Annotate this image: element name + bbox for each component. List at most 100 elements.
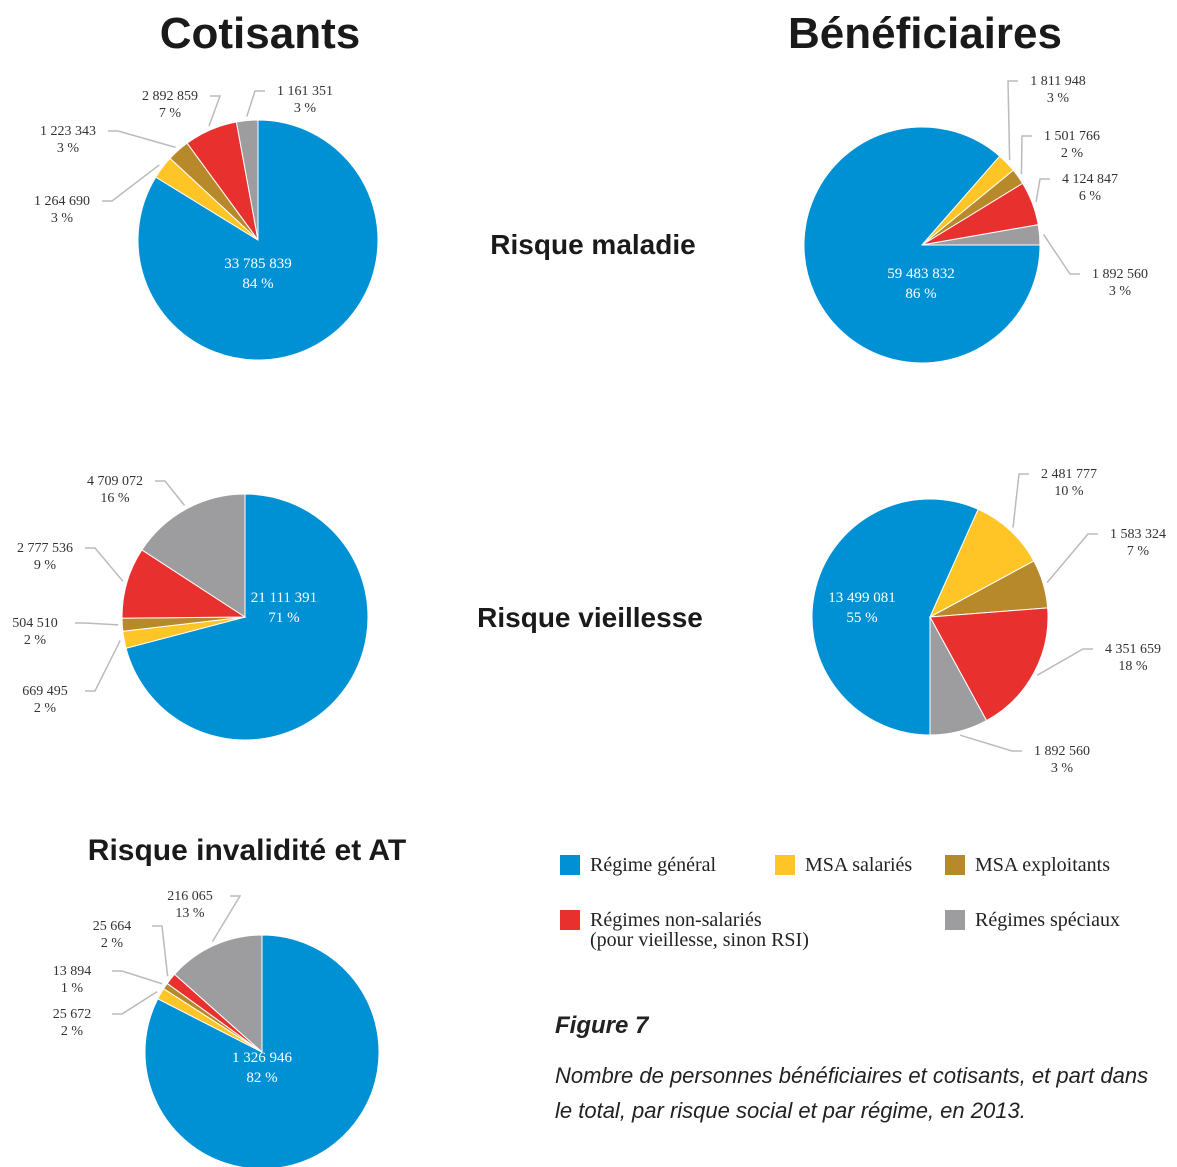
data-label: 1 892 560 3 % (1034, 744, 1090, 776)
data-label: 1 811 948 3 % (1030, 74, 1085, 106)
data-label: 13 499 081 55 % (828, 590, 896, 626)
data-label: 4 709 072 16 % (87, 474, 143, 506)
leader-line (1046, 533, 1098, 584)
value-label: 1 326 946 (232, 1050, 293, 1066)
value-label: 25 672 (53, 1007, 92, 1022)
data-label: 33 785 839 84 % (224, 256, 292, 292)
legend-swatch (560, 910, 580, 930)
pie-slice (928, 508, 1035, 619)
value-label: 13 894 (53, 964, 92, 979)
share-label: 13 % (175, 906, 205, 921)
data-label: 2 777 536 9 % (17, 541, 73, 573)
leader-line (85, 640, 121, 692)
share-label: 18 % (1118, 659, 1148, 674)
legend-label: Régimes non-salariés (pour vieillesse, s… (590, 909, 809, 951)
leader-line (75, 622, 119, 626)
value-label: 25 664 (93, 919, 132, 934)
leader-line (1007, 80, 1018, 161)
legend-swatch (945, 910, 965, 930)
share-label: 3 % (1109, 284, 1132, 299)
data-label: 216 065 13 % (167, 889, 213, 921)
leader-line (211, 895, 242, 943)
share-label: 3 % (294, 101, 317, 116)
value-label: 669 495 (22, 684, 68, 699)
data-label: 1 223 343 3 % (40, 124, 96, 156)
share-label: 10 % (1054, 484, 1084, 499)
heading: Bénéficiaires (788, 9, 1062, 58)
data-label: 21 111 391 71 % (251, 590, 317, 626)
leader-line (112, 991, 158, 1015)
leader-line (246, 90, 265, 117)
pie-slice (144, 934, 380, 1167)
value-label: 1 161 351 (277, 84, 333, 99)
share-label: 9 % (34, 558, 57, 573)
leader-line (108, 130, 176, 149)
leader-line (1020, 135, 1032, 175)
share-label: 2 % (61, 1024, 84, 1039)
figure-caption: Nombre de personnes bénéficiaires et cot… (555, 1063, 1149, 1123)
share-label: 86 % (905, 286, 936, 302)
share-label: 82 % (246, 1070, 277, 1086)
pie-slice (921, 224, 1041, 246)
value-label: 1 223 343 (40, 124, 96, 139)
share-label: 7 % (1127, 544, 1150, 559)
legend-swatch (945, 855, 965, 875)
legend-label: MSA salariés (805, 854, 913, 876)
leader-line (959, 734, 1022, 752)
leader-line (155, 480, 186, 506)
value-label: 13 499 081 (828, 590, 896, 606)
share-label: 7 % (159, 106, 182, 121)
value-label: 1 501 766 (1044, 129, 1100, 144)
data-label: 2 892 859 7 % (142, 89, 198, 121)
value-label: 1 892 560 (1092, 267, 1148, 282)
data-label: 1 326 946 82 % (232, 1050, 293, 1086)
value-label: 1 583 324 (1110, 527, 1166, 542)
value-label: 1 264 690 (34, 194, 90, 209)
legend-swatch (560, 855, 580, 875)
legend-item: MSA exploitants (945, 855, 1110, 875)
legend-label: Régimes spéciaux (975, 909, 1120, 931)
share-label: 84 % (242, 276, 273, 292)
pie-slice (173, 934, 263, 1054)
value-label: 4 351 659 (1105, 642, 1161, 657)
legend-item: Régime général (560, 855, 716, 875)
heading: Cotisants (160, 9, 360, 58)
data-label: 13 894 1 % (53, 964, 92, 996)
value-label: 504 510 (12, 616, 58, 631)
leader-line (102, 164, 160, 202)
data-label: 1 501 766 2 % (1044, 129, 1100, 161)
pie-slice (235, 119, 259, 241)
share-label: 3 % (51, 211, 74, 226)
data-label: 4 124 847 6 % (1062, 172, 1118, 204)
leader-line (152, 925, 169, 977)
legend-label: Régime général (590, 854, 717, 876)
value-label: 2 892 859 (142, 89, 198, 104)
share-label: 6 % (1079, 189, 1102, 204)
value-label: 2 777 536 (17, 541, 73, 556)
share-label: 2 % (101, 936, 124, 951)
leader-line (1035, 178, 1050, 203)
value-label: 33 785 839 (224, 256, 292, 272)
data-label: 4 351 659 18 % (1105, 642, 1161, 674)
row-title: Risque maladie (490, 229, 695, 260)
data-label: 2 481 777 10 % (1041, 467, 1097, 499)
data-label: 25 664 2 % (93, 919, 132, 951)
leader-line (85, 547, 124, 582)
data-label: 1 161 351 3 % (277, 84, 333, 116)
share-label: 1 % (61, 981, 84, 996)
value-label: 216 065 (167, 889, 213, 904)
row-title: Risque invalidité et AT (88, 834, 406, 867)
share-label: 3 % (57, 141, 80, 156)
data-label: 25 672 2 % (53, 1007, 92, 1039)
share-label: 16 % (100, 491, 130, 506)
value-label: 4 124 847 (1062, 172, 1118, 187)
legend-item: Régimes spéciaux (945, 910, 1120, 930)
leader-line (208, 95, 222, 127)
value-label: 2 481 777 (1041, 467, 1097, 482)
legend-swatch (775, 855, 795, 875)
share-label: 2 % (1061, 146, 1084, 161)
share-label: 55 % (846, 610, 877, 626)
leader-line (1042, 234, 1080, 275)
